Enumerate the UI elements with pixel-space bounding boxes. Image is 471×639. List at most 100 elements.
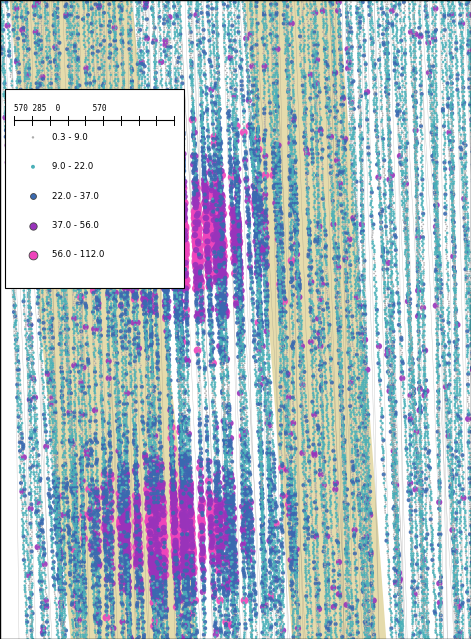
- Point: [7, 222, 15, 232]
- Point: [104, 153, 111, 163]
- Point: [42, 266, 50, 277]
- Point: [54, 472, 62, 482]
- Point: [327, 155, 334, 166]
- Point: [362, 339, 369, 349]
- Point: [333, 119, 341, 129]
- Point: [111, 14, 118, 24]
- Point: [222, 606, 229, 617]
- Point: [337, 345, 345, 355]
- Point: [398, 187, 406, 197]
- Point: [73, 443, 80, 454]
- Point: [63, 365, 71, 375]
- Point: [55, 537, 63, 548]
- Point: [228, 20, 236, 31]
- Point: [222, 320, 230, 330]
- Point: [59, 185, 66, 196]
- Point: [294, 270, 301, 281]
- Point: [47, 318, 55, 328]
- Point: [335, 322, 343, 332]
- Point: [362, 512, 369, 522]
- Point: [86, 407, 94, 417]
- Point: [246, 596, 254, 606]
- Point: [390, 459, 397, 469]
- Point: [214, 463, 222, 473]
- Point: [275, 243, 282, 253]
- Point: [396, 617, 403, 627]
- Point: [364, 615, 372, 625]
- Point: [308, 495, 315, 505]
- Point: [77, 375, 85, 385]
- Point: [72, 435, 80, 445]
- Point: [105, 25, 113, 35]
- Point: [362, 535, 369, 546]
- Point: [315, 228, 323, 238]
- Point: [177, 16, 185, 26]
- Point: [295, 335, 303, 345]
- Point: [79, 606, 87, 617]
- Point: [392, 469, 399, 479]
- Point: [147, 335, 154, 345]
- Point: [61, 266, 68, 277]
- Point: [72, 362, 79, 373]
- Point: [183, 534, 190, 544]
- Point: [108, 102, 115, 112]
- Point: [24, 626, 31, 636]
- Point: [364, 493, 372, 503]
- Point: [407, 316, 415, 326]
- Point: [106, 369, 114, 379]
- Point: [126, 335, 133, 345]
- Point: [176, 166, 183, 176]
- Point: [84, 354, 92, 364]
- Point: [107, 489, 115, 499]
- Point: [268, 50, 276, 61]
- Point: [432, 192, 439, 202]
- Point: [434, 189, 441, 199]
- Point: [117, 574, 125, 584]
- Point: [469, 356, 471, 366]
- Point: [0, 87, 8, 97]
- Point: [132, 531, 140, 541]
- Point: [180, 527, 188, 537]
- Point: [365, 510, 372, 520]
- Point: [348, 309, 356, 320]
- Point: [230, 243, 238, 253]
- Point: [198, 535, 206, 546]
- Point: [222, 448, 230, 458]
- Point: [326, 117, 333, 127]
- Point: [387, 401, 395, 411]
- Point: [261, 230, 269, 240]
- Point: [345, 74, 353, 84]
- Point: [176, 200, 183, 210]
- Point: [354, 215, 361, 225]
- Point: [313, 136, 321, 146]
- Point: [396, 106, 404, 116]
- Point: [49, 548, 57, 558]
- Point: [132, 403, 139, 413]
- Point: [122, 286, 129, 296]
- Point: [237, 388, 244, 398]
- Point: [197, 72, 204, 82]
- Point: [374, 3, 382, 13]
- Point: [92, 151, 100, 161]
- Point: [333, 294, 341, 304]
- Point: [414, 448, 422, 458]
- Point: [328, 512, 336, 522]
- Point: [170, 486, 177, 497]
- Point: [26, 87, 34, 97]
- Point: [409, 570, 417, 580]
- Point: [155, 160, 163, 170]
- Point: [466, 87, 471, 97]
- Point: [51, 416, 59, 426]
- Point: [271, 112, 279, 123]
- Point: [465, 65, 471, 75]
- Point: [40, 632, 48, 639]
- Point: [24, 192, 32, 202]
- Point: [316, 328, 323, 339]
- Point: [75, 381, 82, 392]
- Point: [49, 394, 57, 404]
- Point: [150, 378, 157, 388]
- Point: [457, 0, 464, 10]
- Point: [344, 540, 351, 550]
- Point: [143, 456, 150, 466]
- Point: [250, 583, 258, 593]
